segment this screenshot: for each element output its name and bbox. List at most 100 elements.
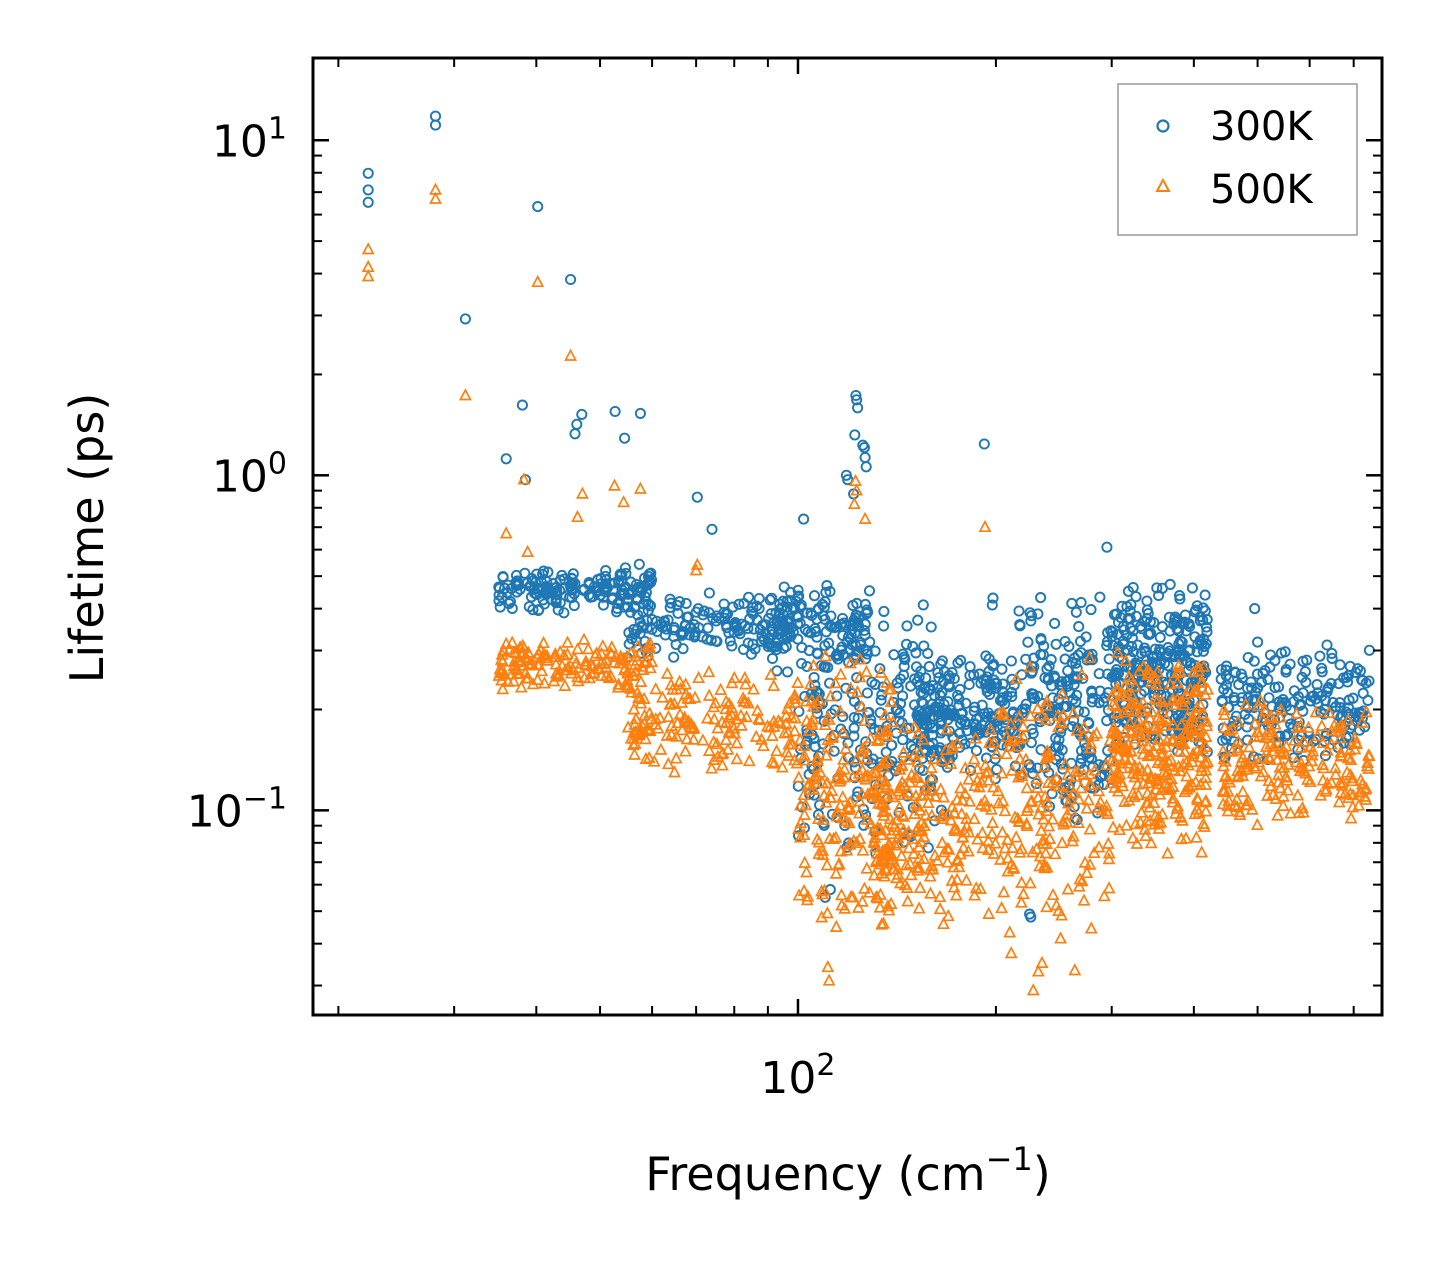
data-point-300k (1093, 668, 1105, 680)
data-point-500k (981, 833, 995, 846)
data-point-500k (1274, 746, 1288, 759)
data-point-500k (1218, 783, 1232, 796)
data-point-500k (878, 755, 892, 768)
data-point-500k (1144, 675, 1158, 688)
data-point-500k (1031, 790, 1045, 803)
data-point-500k (898, 877, 912, 891)
data-point-500k (866, 790, 880, 803)
data-point-500k (976, 841, 990, 854)
data-point-500k (944, 813, 958, 826)
data-point-300k (960, 697, 972, 709)
data-point-500k (981, 842, 995, 855)
data-point-500k (907, 846, 921, 859)
data-point-500k (1048, 778, 1062, 792)
data-point-500k (1223, 723, 1237, 737)
data-point-300k (764, 638, 776, 650)
data-point-500k (1013, 845, 1027, 858)
data-point-500k (1068, 963, 1082, 976)
data-point-500k (990, 746, 1003, 759)
data-point-500k (856, 763, 870, 776)
data-point-500k (908, 806, 922, 819)
data-point-500k (1111, 749, 1125, 762)
data-point-500k (942, 842, 956, 855)
data-point-300k (1118, 624, 1130, 636)
data-point-500k (797, 883, 811, 897)
data-point-300k (609, 577, 621, 589)
data-point-500k (1230, 770, 1244, 783)
data-point-500k (531, 274, 545, 288)
data-point-500k (1168, 763, 1182, 776)
data-point-500k (850, 483, 864, 496)
data-point-500k (921, 795, 935, 808)
data-point-300k (565, 572, 578, 584)
data-point-300k (1139, 616, 1151, 628)
data-point-500k (950, 823, 964, 837)
data-point-500k (851, 900, 865, 913)
data-point-500k (956, 793, 970, 806)
data-point-300k (1199, 589, 1211, 601)
data-point-300k (743, 591, 755, 603)
data-point-300k (1130, 591, 1142, 603)
data-point-300k (1096, 770, 1108, 782)
data-point-300k (1008, 679, 1020, 691)
data-point-500k (1055, 687, 1069, 700)
data-point-500k (558, 678, 572, 691)
data-point-500k (1198, 687, 1212, 700)
data-point-500k (1199, 770, 1213, 783)
data-point-300k (861, 687, 873, 699)
data-point-500k (595, 668, 608, 681)
data-point-300k (664, 601, 676, 613)
data-point-500k (1276, 789, 1290, 802)
data-point-500k (540, 648, 554, 662)
data-point-300k (702, 622, 714, 634)
data-point-500k (1032, 807, 1046, 820)
data-point-500k (1149, 738, 1163, 751)
data-point-500k (974, 775, 988, 788)
data-point-300k (917, 599, 929, 611)
data-point-500k (1135, 805, 1148, 818)
data-point-300k (629, 628, 641, 640)
data-point-500k (1108, 780, 1122, 793)
data-point-500k (730, 752, 744, 765)
data-point-500k (686, 721, 700, 735)
data-point-500k (1083, 741, 1097, 754)
data-point-300k (662, 614, 674, 626)
data-point-500k (933, 889, 947, 903)
data-point-500k (797, 748, 811, 761)
data-point-500k (834, 667, 848, 680)
data-point-500k (952, 859, 966, 873)
data-point-500k (822, 973, 836, 986)
data-point-500k (1360, 759, 1374, 772)
data-point-300k (801, 607, 813, 619)
data-point-500k (1159, 711, 1173, 724)
data-point-500k (897, 822, 911, 836)
data-point-500k (829, 919, 843, 932)
data-point-500k (1129, 817, 1142, 830)
data-point-500k (1034, 800, 1048, 813)
data-point-500k (978, 519, 992, 533)
data-point-500k (1072, 879, 1086, 892)
data-point-500k (611, 680, 625, 693)
data-point-500k (1040, 899, 1053, 913)
data-point-300k (541, 576, 553, 588)
data-point-300k (1319, 694, 1331, 706)
data-point-300k (697, 609, 709, 621)
data-point-500k (1128, 759, 1142, 772)
data-point-300k (630, 578, 642, 591)
data-point-300k (703, 587, 715, 599)
data-point-500k (1143, 711, 1157, 724)
data-point-500k (1092, 784, 1106, 797)
data-point-500k (1362, 748, 1376, 762)
data-point-300k (811, 613, 823, 625)
data-point-500k (1139, 717, 1153, 730)
legend-box (1117, 83, 1358, 236)
data-point-300k (1353, 724, 1366, 736)
data-point-500k (1346, 788, 1360, 801)
data-point-300k (753, 592, 765, 605)
data-point-500k (689, 563, 703, 576)
data-point-500k (1003, 734, 1017, 747)
data-point-500k (696, 733, 710, 746)
data-point-500k (878, 845, 892, 858)
data-point-300k (558, 607, 570, 619)
data-point-500k (1271, 775, 1285, 788)
